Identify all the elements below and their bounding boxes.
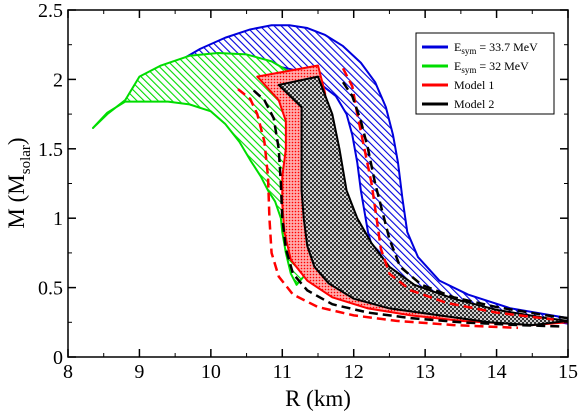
x-tick-label: 9: [134, 361, 144, 383]
y-tick-label: 1: [53, 208, 63, 230]
y-tick-label: 2.5: [38, 0, 63, 22]
axis-tick-labels: 8 9 10 11 12 13 14 15 0 0.5 1 1.5 2 2.5: [38, 0, 578, 383]
y-axis-title-subscript: solar: [18, 145, 34, 174]
series-band-model-2: [277, 75, 568, 327]
y-tick-label: 0: [53, 347, 63, 369]
x-tick-label: 13: [415, 361, 435, 383]
x-axis-title: R (km): [285, 386, 351, 411]
legend-label: Model 2: [454, 97, 494, 111]
x-tick-label: 14: [487, 361, 507, 383]
legend: Esym = 33.7 MeV Esym = 32 MeV Model 1 Model…: [415, 32, 555, 115]
y-tick-label: 1.5: [38, 139, 63, 161]
x-tick-label: 11: [273, 361, 292, 383]
series-band-esym-32-mev: [92, 52, 328, 286]
y-tick-label: 0.5: [38, 278, 63, 300]
series-line-model-2-6: [252, 89, 561, 328]
legend-label: Esym = 32 MeV: [454, 59, 529, 75]
x-tick-label: 12: [344, 361, 364, 383]
data-lines: [237, 67, 568, 330]
y-tick-label: 2: [53, 69, 63, 91]
y-axis-title: M (Msolar): [4, 137, 34, 228]
y-axis-title-end: ): [4, 137, 29, 145]
legend-label: Model 1: [454, 78, 494, 92]
series-line-model-1-4: [237, 88, 519, 330]
series-line-model-2-7: [341, 81, 568, 320]
x-tick-label: 10: [201, 361, 221, 383]
legend-label: Esym = 33.7 MeV: [454, 40, 538, 56]
axis-ticks: [67, 9, 569, 358]
x-tick-label: 15: [558, 361, 578, 383]
x-tick-label: 8: [63, 361, 73, 383]
